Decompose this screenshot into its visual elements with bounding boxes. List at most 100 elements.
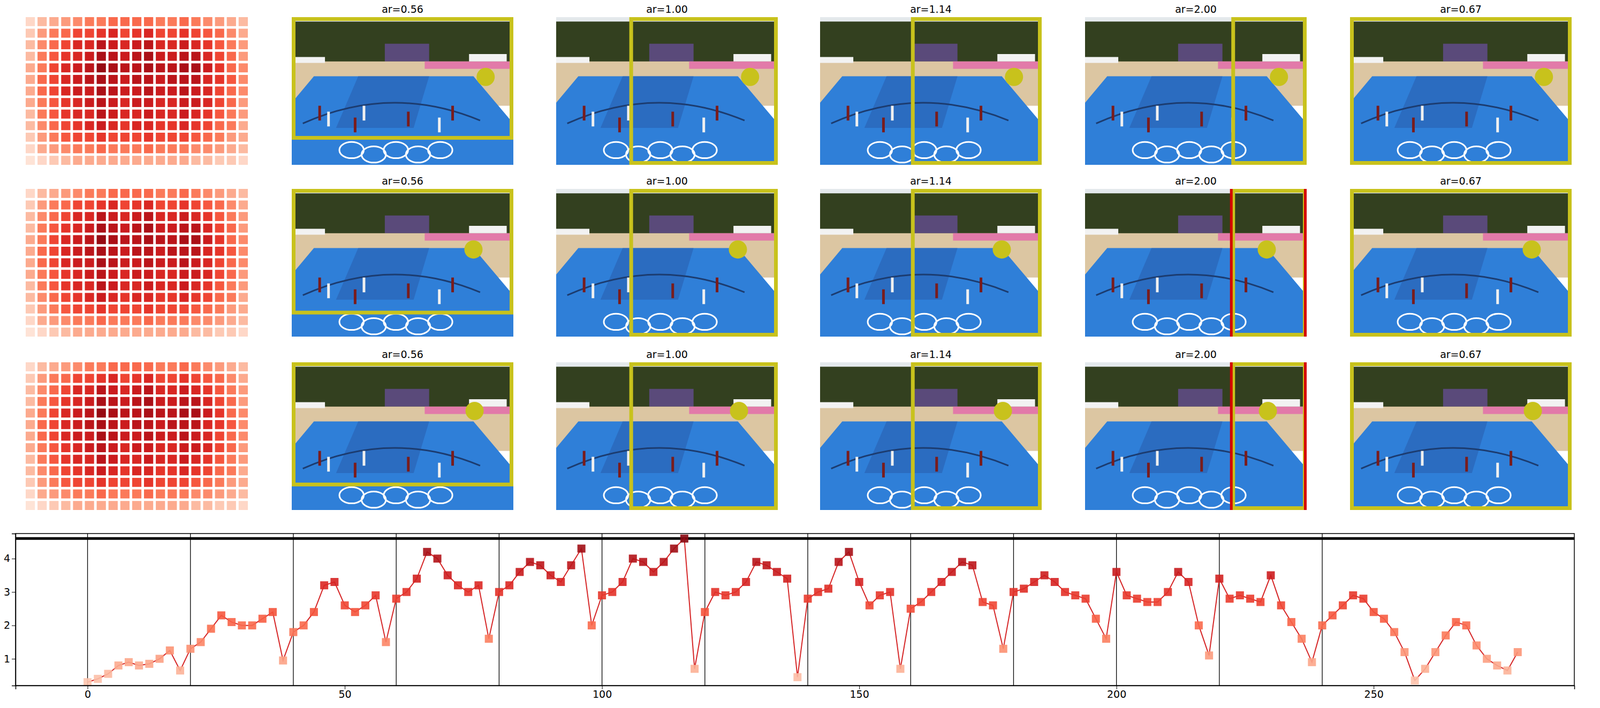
photo-screen bbox=[1178, 389, 1223, 407]
marker bbox=[278, 656, 287, 665]
tick: 4 bbox=[3, 552, 16, 565]
heatmap-cell bbox=[191, 28, 201, 39]
marker bbox=[948, 567, 957, 576]
heatmap-cell bbox=[96, 155, 106, 165]
heatmap-cell bbox=[238, 316, 248, 326]
photo-screen bbox=[384, 43, 430, 62]
heatmap-cell bbox=[238, 501, 248, 511]
heatmap-cell bbox=[96, 362, 106, 372]
heatmap-cell bbox=[37, 188, 47, 199]
heatmap-cell bbox=[72, 501, 82, 511]
marker bbox=[361, 601, 370, 610]
heatmap-cell bbox=[108, 120, 118, 131]
photo-screen bbox=[913, 389, 958, 407]
heatmap-cell bbox=[61, 466, 71, 476]
crop-panel bbox=[1350, 188, 1572, 337]
marker bbox=[741, 578, 750, 587]
heatmap-cell bbox=[226, 501, 237, 511]
photo-person bbox=[437, 463, 441, 479]
heatmap-cell bbox=[37, 86, 47, 96]
red-line bbox=[1230, 362, 1233, 511]
heatmap-cell bbox=[84, 51, 94, 62]
tick: 3 bbox=[3, 586, 16, 598]
photo-person bbox=[882, 463, 885, 479]
heatmap-cell bbox=[155, 17, 165, 27]
heatmap-cell bbox=[25, 40, 35, 50]
heatmap-cell bbox=[37, 246, 47, 256]
heatmap-cell bbox=[155, 443, 165, 453]
heatmap-cell bbox=[226, 86, 237, 96]
heatmap-cell bbox=[191, 109, 201, 119]
heatmap-cell bbox=[155, 223, 165, 233]
heatmap-cell bbox=[191, 155, 201, 165]
marker bbox=[248, 621, 257, 630]
photo-screen bbox=[384, 389, 430, 407]
heatmap-cell bbox=[37, 234, 47, 245]
photo-person bbox=[451, 277, 454, 293]
heatmap-cell bbox=[155, 397, 165, 407]
heatmap-cell bbox=[61, 292, 71, 302]
heatmap-cell bbox=[215, 17, 225, 27]
heatmap-cell bbox=[37, 200, 47, 210]
heatmap-cell bbox=[179, 200, 189, 210]
photo-ring bbox=[428, 141, 453, 158]
heatmap-cell bbox=[167, 501, 177, 511]
heatmap-cell bbox=[61, 316, 71, 326]
photo-ring bbox=[648, 141, 673, 158]
heatmap-cell bbox=[49, 200, 59, 210]
photo-person bbox=[671, 111, 674, 127]
heatmap-cell bbox=[108, 304, 118, 314]
heatmap-cell bbox=[25, 478, 35, 488]
photo-person bbox=[979, 105, 983, 121]
photo-person bbox=[935, 457, 938, 473]
heatmap-cell bbox=[226, 478, 237, 488]
heatmap-cell bbox=[72, 51, 82, 62]
heatmap-cell bbox=[96, 269, 106, 279]
heatmap-cell bbox=[167, 292, 177, 302]
plot-frame bbox=[15, 533, 1575, 686]
heatmap-cell bbox=[238, 109, 248, 119]
marker bbox=[1173, 567, 1182, 576]
photo-tents bbox=[1262, 54, 1300, 62]
photo-tents bbox=[1085, 402, 1119, 409]
heatmap-cell bbox=[37, 17, 47, 27]
heatmap-cell bbox=[238, 51, 248, 62]
marker bbox=[165, 646, 174, 655]
photo-tents bbox=[733, 225, 771, 234]
photo-person bbox=[1111, 105, 1115, 121]
photo-ring bbox=[889, 491, 915, 508]
photo-person bbox=[935, 111, 938, 127]
heatmap-cell bbox=[191, 120, 201, 131]
heatmap-cell bbox=[72, 223, 82, 233]
marker bbox=[134, 661, 143, 670]
marker bbox=[237, 621, 246, 630]
photo-ring bbox=[339, 141, 365, 158]
marker bbox=[1277, 601, 1286, 610]
heatmap-cell bbox=[49, 155, 59, 165]
heatmap-cell bbox=[132, 74, 142, 85]
heatmap-cell bbox=[72, 489, 82, 499]
heatmap-cell bbox=[61, 431, 71, 442]
heatmap-cell bbox=[238, 397, 248, 407]
marker bbox=[124, 658, 133, 667]
photo-court bbox=[1085, 421, 1307, 511]
heatmap-cell bbox=[108, 28, 118, 39]
heatmap-cell bbox=[179, 86, 189, 96]
heatmap-cell bbox=[108, 17, 118, 27]
heatmap-cell bbox=[238, 97, 248, 108]
tick-mark bbox=[11, 658, 16, 660]
heatmap-cell bbox=[202, 211, 212, 222]
heatmap-cell bbox=[238, 258, 248, 268]
photo-person bbox=[1200, 111, 1203, 127]
heatmap-cell bbox=[25, 501, 35, 511]
heatmap-cell bbox=[108, 443, 118, 453]
heatmap-cell bbox=[108, 211, 118, 222]
crop-panel bbox=[291, 188, 514, 337]
photo-ring bbox=[692, 313, 718, 330]
heatmap-cell bbox=[215, 234, 225, 245]
heatmap-cell bbox=[49, 501, 59, 511]
marker bbox=[484, 634, 494, 643]
heatmap-cell bbox=[49, 478, 59, 488]
marker bbox=[1112, 567, 1121, 576]
heatmap-cell bbox=[84, 408, 94, 418]
